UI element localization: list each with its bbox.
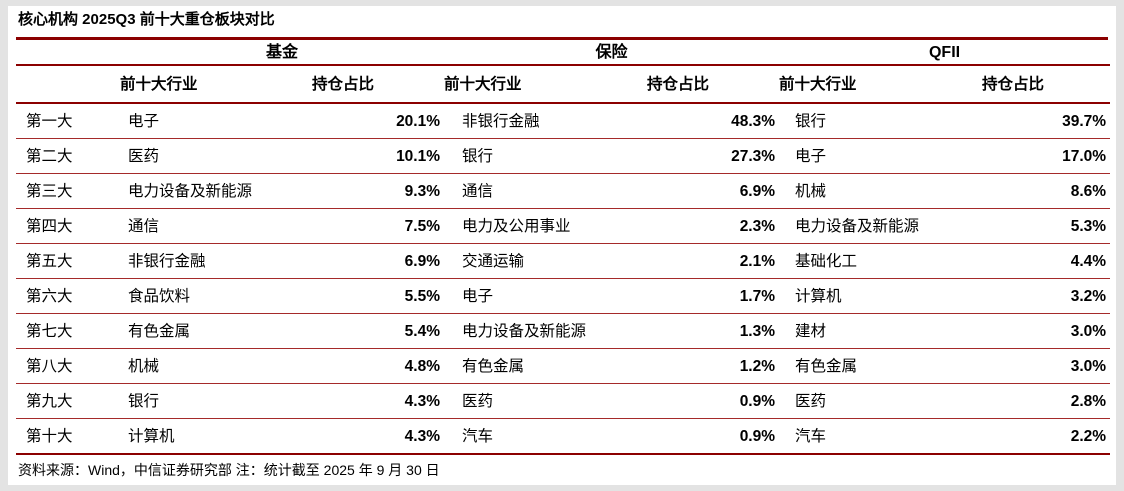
- fund-industry-cell: 有色金属: [120, 313, 312, 349]
- table-row: 第十大 计算机 4.3% 汽车 0.9% 汽车 2.2%: [16, 418, 1111, 455]
- qfii-industry-cell: 有色金属: [779, 348, 983, 384]
- qfii-industry-cell: 汽车: [779, 418, 983, 455]
- insurance-ratio-cell: 2.3%: [647, 208, 780, 244]
- fund-industry-header: 前十大行业: [120, 65, 312, 104]
- rank-cell: 第七大: [16, 313, 120, 349]
- insurance-industry-cell: 非银行金融: [444, 103, 648, 139]
- fund-ratio-cell: 20.1%: [312, 103, 445, 139]
- insurance-industry-cell: 银行: [444, 138, 648, 174]
- table-row: 第七大 有色金属 5.4% 电力设备及新能源 1.3% 建材 3.0%: [16, 313, 1111, 349]
- insurance-industry-cell: 有色金属: [444, 348, 648, 384]
- fund-ratio-cell: 4.3%: [312, 418, 445, 455]
- insurance-ratio-cell: 1.2%: [647, 348, 780, 384]
- insurance-industry-cell: 电力及公用事业: [444, 208, 648, 244]
- insurance-ratio-cell: 48.3%: [647, 103, 780, 139]
- qfii-ratio-cell: 3.0%: [982, 348, 1111, 384]
- fund-industry-cell: 通信: [120, 208, 312, 244]
- table-row: 第六大 食品饮料 5.5% 电子 1.7% 计算机 3.2%: [16, 278, 1111, 314]
- insurance-ratio-header: 持仓占比: [647, 65, 780, 104]
- fund-ratio-cell: 4.8%: [312, 348, 445, 384]
- source-note: 资料来源：Wind，中信证券研究部 注：统计截至 2025 年 9 月 30 日: [18, 462, 440, 478]
- group-header-qfii: QFII: [779, 40, 1111, 66]
- rank-cell: 第十大: [16, 418, 120, 455]
- qfii-ratio-cell: 3.2%: [982, 278, 1111, 314]
- table-title: 核心机构 2025Q3 前十大重仓板块对比: [16, 9, 1108, 40]
- insurance-ratio-cell: 0.9%: [647, 418, 780, 455]
- column-header-row: 前十大行业 持仓占比 前十大行业 持仓占比 前十大行业 持仓占比: [16, 65, 1111, 104]
- rank-column-header: [16, 65, 120, 104]
- report-table-sheet: 核心机构 2025Q3 前十大重仓板块对比 基金 保险 QFII 前十大行业 持…: [8, 6, 1116, 485]
- table-row: 第三大 电力设备及新能源 9.3% 通信 6.9% 机械 8.6%: [16, 173, 1111, 209]
- qfii-ratio-cell: 3.0%: [982, 313, 1111, 349]
- group-header-insurance: 保险: [444, 40, 780, 66]
- fund-industry-cell: 非银行金融: [120, 243, 312, 279]
- insurance-ratio-cell: 1.3%: [647, 313, 780, 349]
- fund-industry-cell: 医药: [120, 138, 312, 174]
- fund-industry-cell: 电力设备及新能源: [120, 173, 312, 209]
- fund-ratio-cell: 5.4%: [312, 313, 445, 349]
- qfii-industry-cell: 计算机: [779, 278, 983, 314]
- fund-industry-cell: 机械: [120, 348, 312, 384]
- insurance-industry-cell: 医药: [444, 383, 648, 419]
- table-row: 第二大 医药 10.1% 银行 27.3% 电子 17.0%: [16, 138, 1111, 174]
- fund-ratio-cell: 10.1%: [312, 138, 445, 174]
- rank-cell: 第二大: [16, 138, 120, 174]
- insurance-ratio-cell: 1.7%: [647, 278, 780, 314]
- qfii-ratio-cell: 2.2%: [982, 418, 1111, 455]
- qfii-ratio-cell: 5.3%: [982, 208, 1111, 244]
- rank-cell: 第六大: [16, 278, 120, 314]
- table-row: 第五大 非银行金融 6.9% 交通运输 2.1% 基础化工 4.4%: [16, 243, 1111, 279]
- fund-ratio-cell: 9.3%: [312, 173, 445, 209]
- fund-industry-cell: 计算机: [120, 418, 312, 455]
- rank-cell: 第三大: [16, 173, 120, 209]
- holdings-comparison-table: 基金 保险 QFII 前十大行业 持仓占比 前十大行业 持仓占比 前十大行业 持…: [16, 40, 1111, 455]
- table-row: 第九大 银行 4.3% 医药 0.9% 医药 2.8%: [16, 383, 1111, 419]
- table-row: 第八大 机械 4.8% 有色金属 1.2% 有色金属 3.0%: [16, 348, 1111, 384]
- fund-ratio-header: 持仓占比: [312, 65, 445, 104]
- qfii-industry-cell: 电力设备及新能源: [779, 208, 983, 244]
- qfii-ratio-cell: 17.0%: [982, 138, 1111, 174]
- qfii-ratio-cell: 2.8%: [982, 383, 1111, 419]
- qfii-ratio-cell: 39.7%: [982, 103, 1111, 139]
- qfii-industry-cell: 建材: [779, 313, 983, 349]
- table-row: 第四大 通信 7.5% 电力及公用事业 2.3% 电力设备及新能源 5.3%: [16, 208, 1111, 244]
- qfii-industry-header: 前十大行业: [779, 65, 983, 104]
- rank-cell: 第四大: [16, 208, 120, 244]
- insurance-industry-cell: 通信: [444, 173, 648, 209]
- insurance-industry-cell: 电子: [444, 278, 648, 314]
- insurance-industry-cell: 交通运输: [444, 243, 648, 279]
- qfii-industry-cell: 电子: [779, 138, 983, 174]
- qfii-industry-cell: 银行: [779, 103, 983, 139]
- qfii-industry-cell: 机械: [779, 173, 983, 209]
- insurance-industry-cell: 电力设备及新能源: [444, 313, 648, 349]
- rank-cell: 第一大: [16, 103, 120, 139]
- rank-cell: 第九大: [16, 383, 120, 419]
- insurance-ratio-cell: 0.9%: [647, 383, 780, 419]
- qfii-ratio-header: 持仓占比: [982, 65, 1111, 104]
- fund-industry-cell: 银行: [120, 383, 312, 419]
- group-header-row: 基金 保险 QFII: [16, 40, 1111, 66]
- fund-ratio-cell: 6.9%: [312, 243, 445, 279]
- qfii-industry-cell: 基础化工: [779, 243, 983, 279]
- insurance-ratio-cell: 27.3%: [647, 138, 780, 174]
- insurance-industry-cell: 汽车: [444, 418, 648, 455]
- insurance-ratio-cell: 2.1%: [647, 243, 780, 279]
- fund-ratio-cell: 7.5%: [312, 208, 445, 244]
- fund-industry-cell: 食品饮料: [120, 278, 312, 314]
- fund-ratio-cell: 5.5%: [312, 278, 445, 314]
- qfii-industry-cell: 医药: [779, 383, 983, 419]
- insurance-industry-header: 前十大行业: [444, 65, 648, 104]
- group-header-fund: 基金: [120, 40, 445, 66]
- rank-cell: 第八大: [16, 348, 120, 384]
- fund-industry-cell: 电子: [120, 103, 312, 139]
- insurance-ratio-cell: 6.9%: [647, 173, 780, 209]
- fund-ratio-cell: 4.3%: [312, 383, 445, 419]
- rank-cell: 第五大: [16, 243, 120, 279]
- group-header-spacer: [16, 40, 120, 66]
- qfii-ratio-cell: 4.4%: [982, 243, 1111, 279]
- qfii-ratio-cell: 8.6%: [982, 173, 1111, 209]
- table-row: 第一大 电子 20.1% 非银行金融 48.3% 银行 39.7%: [16, 103, 1111, 139]
